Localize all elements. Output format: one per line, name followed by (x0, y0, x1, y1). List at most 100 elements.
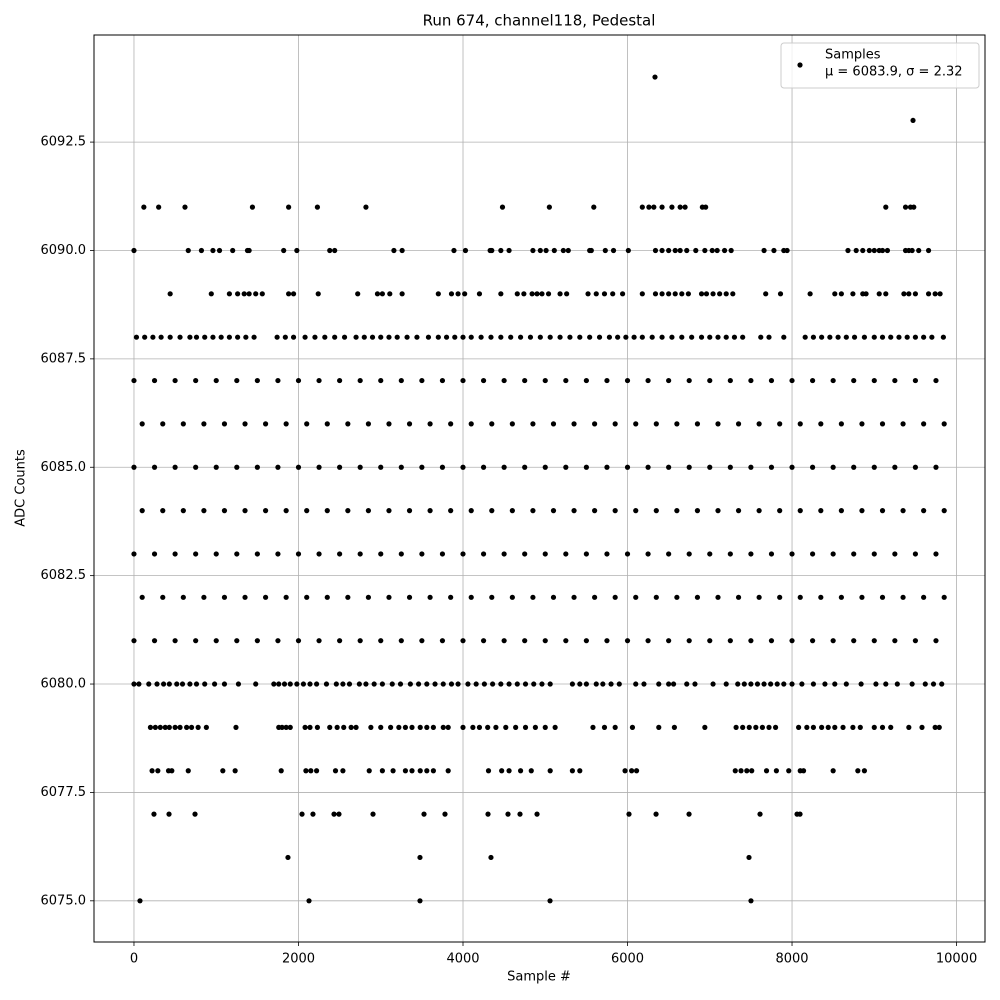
data-point (689, 334, 695, 340)
data-point (896, 334, 902, 340)
data-point (625, 247, 631, 254)
data-point (921, 334, 927, 340)
data-point (863, 291, 869, 297)
data-point (733, 724, 739, 730)
data-point (151, 377, 158, 384)
data-point (356, 681, 362, 687)
data-point (871, 464, 877, 470)
data-point (666, 638, 672, 644)
data-point (832, 681, 838, 687)
x-axis-label: Sample # (507, 970, 571, 985)
data-point (871, 247, 877, 254)
data-point (316, 377, 322, 384)
data-point (378, 724, 384, 730)
data-point (754, 681, 761, 687)
data-point (345, 421, 351, 427)
data-point (563, 638, 569, 644)
data-point (460, 464, 466, 470)
data-point (195, 724, 201, 730)
data-point (912, 334, 919, 340)
data-point (932, 291, 938, 297)
data-point (601, 291, 608, 297)
data-point (285, 854, 291, 861)
data-point (235, 681, 242, 687)
data-point (810, 681, 817, 687)
data-point (476, 724, 483, 730)
data-point (193, 551, 199, 557)
data-point (735, 421, 742, 427)
data-point (271, 681, 277, 687)
data-point (686, 551, 692, 557)
data-point (147, 724, 154, 730)
data-point (508, 334, 514, 340)
data-point (546, 204, 552, 210)
data-point (550, 594, 557, 600)
data-point (254, 464, 260, 470)
data-point (639, 334, 645, 340)
data-point (407, 681, 413, 687)
data-point (684, 681, 690, 687)
data-point (310, 811, 316, 817)
data-point (180, 421, 186, 427)
data-point (671, 724, 678, 730)
data-point (216, 247, 223, 254)
data-point (241, 291, 247, 297)
data-point (835, 334, 841, 340)
data-point (929, 334, 935, 340)
data-point (242, 508, 248, 514)
data-point (674, 421, 680, 427)
data-point (797, 594, 803, 600)
x-tick-label: 4000 (446, 952, 479, 967)
data-point (539, 681, 545, 687)
data-point (398, 377, 404, 384)
data-point (911, 204, 917, 210)
data-point (172, 464, 178, 470)
data-point (187, 334, 193, 340)
data-point (612, 508, 618, 514)
data-point (539, 291, 545, 297)
data-point (476, 291, 483, 297)
data-point (557, 334, 563, 340)
data-point (451, 247, 457, 254)
data-point (912, 464, 919, 470)
data-point (838, 421, 844, 427)
data-point (221, 508, 228, 514)
data-point (732, 768, 738, 774)
data-point (567, 334, 573, 340)
data-point (363, 204, 369, 210)
data-point (707, 551, 713, 557)
data-point (748, 681, 754, 687)
data-point (452, 334, 458, 340)
data-point (784, 247, 790, 254)
data-point (840, 724, 846, 730)
data-point (670, 681, 677, 687)
data-point (879, 247, 886, 254)
data-point (485, 724, 491, 730)
data-point (327, 247, 333, 254)
data-point (201, 508, 207, 514)
data-point (455, 291, 461, 297)
data-point (424, 768, 430, 774)
data-point (858, 681, 864, 687)
data-point (873, 681, 879, 687)
data-point (569, 768, 576, 774)
data-point (850, 291, 856, 297)
data-point (925, 291, 932, 297)
data-point (804, 724, 810, 730)
data-point (234, 551, 240, 557)
data-point (155, 768, 161, 774)
data-point (522, 638, 528, 644)
data-point (838, 291, 844, 297)
data-point (501, 377, 507, 384)
data-point (281, 247, 287, 254)
data-point (850, 724, 856, 730)
data-point (659, 334, 665, 340)
data-point (404, 334, 410, 340)
data-point (211, 681, 218, 687)
data-point (202, 681, 208, 687)
data-point (763, 291, 769, 297)
data-point (830, 768, 836, 774)
data-point (156, 204, 162, 210)
data-point (593, 681, 599, 687)
data-point (809, 377, 816, 384)
